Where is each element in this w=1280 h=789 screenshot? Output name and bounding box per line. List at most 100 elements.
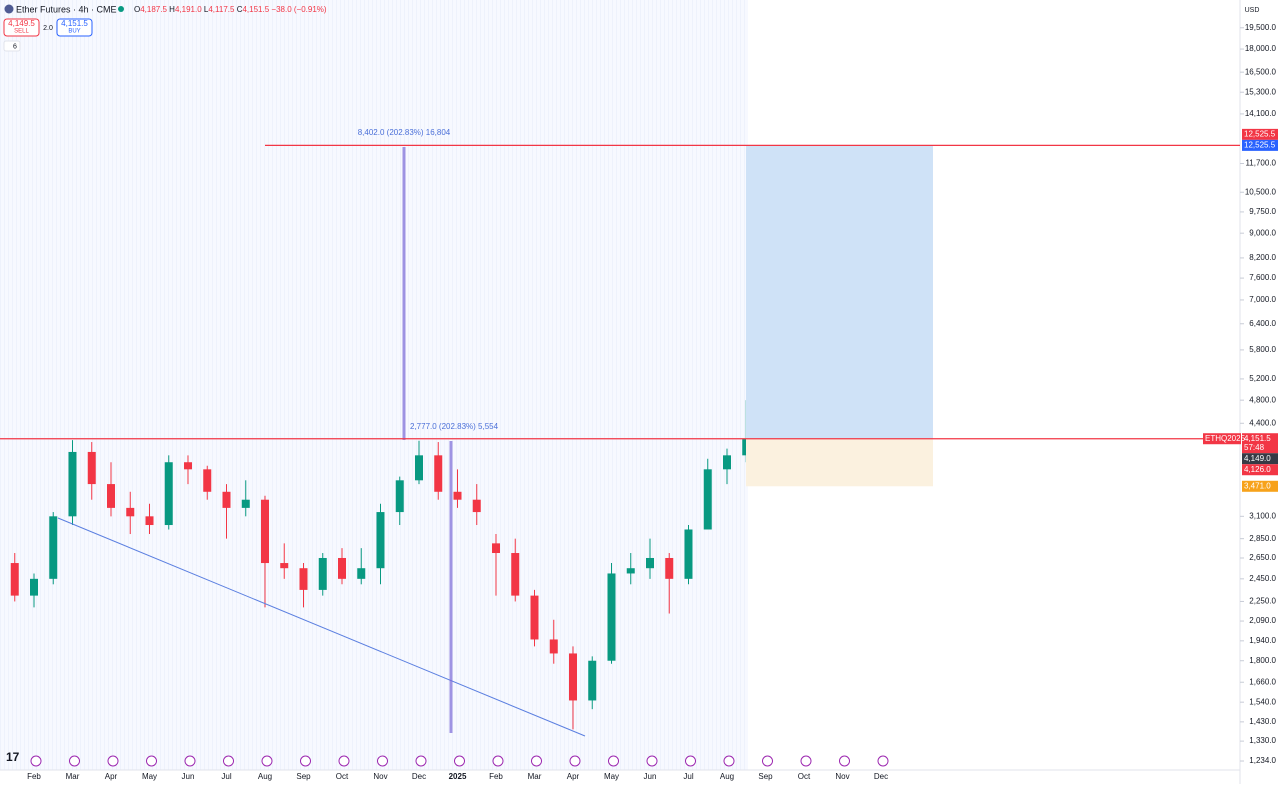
y-tick-label: 2,090.0 [1249,616,1276,625]
buy-label[interactable]: BUY [68,29,80,35]
header: Ether Futures · 4h · CME O4,187.5 H4,191… [3,4,1260,52]
profit-zone [746,145,933,439]
stop-badge: 3,471.0 [1244,481,1271,490]
y-tick-label: 15,300.0 [1245,87,1277,96]
x-tick-label: Jun [182,772,195,781]
bid-badge: 4,149.0 [1244,454,1271,463]
buy-price[interactable]: 4,151.5 [61,19,88,28]
x-tick-label: Dec [874,772,888,781]
trend-line [57,517,586,737]
bid-badge-bg [1242,453,1278,465]
y-tick-label: 4,800.0 [1249,395,1276,404]
l-label: L [204,5,209,14]
l-value: 4,117.5 [208,5,235,14]
event-icon [223,755,234,767]
candle-body [395,480,404,513]
y-tick-label: 5,800.0 [1249,345,1276,354]
candle-body [357,568,366,579]
event-icon [300,755,311,767]
target-badge-bg [1242,139,1278,151]
history-region [0,0,748,770]
candle-body [87,451,96,485]
y-tick-label: 4,400.0 [1249,418,1276,427]
y-tick-label: 2,250.0 [1249,597,1276,606]
y-tick-label: 18,000.0 [1245,44,1277,53]
candle-body [164,462,173,526]
candle-body [415,455,423,481]
candle-body [184,462,192,470]
measure-label: 2,777.0 (202.83%) 5,554 [410,422,499,431]
event-icon [146,755,157,767]
y-tick-label: 2,850.0 [1249,534,1276,543]
candle-body [376,512,385,569]
candle-body [203,469,212,492]
indicators-toggle[interactable] [3,40,21,52]
event-icon [800,755,812,767]
event-icon [608,755,619,767]
y-tick-label: 2,650.0 [1249,553,1276,562]
event-icon [184,755,196,767]
target-badge: 12,525.5 [1244,140,1276,149]
x-tick-label: Dec [412,772,426,781]
candle-body [703,469,712,530]
x-tick-label: Oct [798,772,811,781]
ticker-bg [1203,433,1241,445]
candle-body [338,557,346,579]
event-icon [839,755,850,767]
sell-price[interactable]: 4,149.5 [8,19,35,28]
candle-body [684,529,693,579]
y-tick-label: 10,500.0 [1245,187,1277,196]
event-icon [877,755,889,767]
y-tick-label: 1,330.0 [1249,736,1276,745]
x-tick-label: Sep [758,772,773,781]
countdown-bg [1242,442,1278,454]
currency[interactable]: USD [1245,7,1260,14]
y-tick-label: 7,600.0 [1249,273,1276,282]
c-label: C [237,5,243,14]
candle-body [434,455,443,492]
x-tick-label: May [142,772,157,781]
event-icon [454,755,465,767]
loss-zone [746,438,933,487]
x-tick-label: Mar [528,772,542,781]
x-tick-label: Aug [720,772,734,781]
candle-body [472,499,481,513]
candle-body [588,660,597,701]
y-tick-label: 5,200.0 [1249,374,1276,383]
indicator-count[interactable]: 6 [13,43,17,50]
sell-button[interactable] [3,18,40,37]
buy-button[interactable] [56,18,93,37]
candle-body [646,557,654,569]
candle-body [453,491,462,500]
plot [10,400,751,730]
y-tick-label: 9,750.0 [1249,207,1276,216]
y-tick-label: 9,000.0 [1249,228,1276,237]
candle-body [549,639,558,654]
o-label: O [134,5,140,14]
symbol-icon [4,4,14,14]
candle-body [530,595,539,640]
candle-body [569,653,577,701]
o-value: 4,187.5 [140,5,167,14]
entry-badge-bg [1242,433,1278,445]
h-label: H [169,5,175,14]
y-tick-label: 1,430.0 [1249,717,1276,726]
event-icon [569,755,581,767]
event-icon [107,755,119,767]
candle-body [10,563,19,596]
event-icon [762,755,773,767]
candle-body [299,568,308,590]
event-icon [415,755,427,767]
x-tick-label: Sep [296,772,311,781]
x-tick-label: Feb [489,772,503,781]
y-tick-label: 3,100.0 [1249,511,1276,520]
sell-label[interactable]: SELL [14,29,29,35]
candle-body [49,516,58,579]
x-tick-label: Jul [683,772,693,781]
c-value: 4,151.5 [242,5,269,14]
event-icon [30,755,42,767]
candle-body [241,499,250,508]
candle-body [318,557,327,590]
x-tick-label: Jun [644,772,657,781]
y-tick-label: 1,800.0 [1249,656,1276,665]
